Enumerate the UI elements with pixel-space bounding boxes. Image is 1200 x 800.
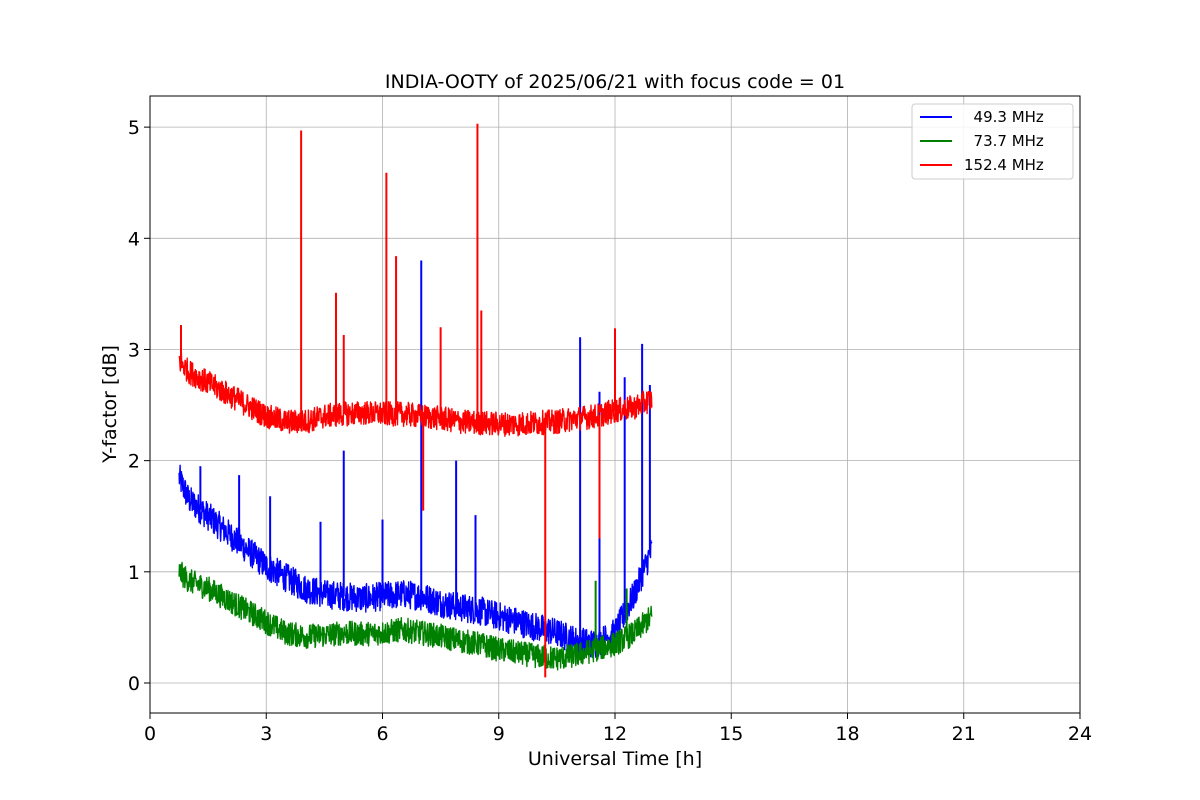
legend-label-73-7: 73.7 MHz [964, 132, 1044, 150]
y-tick-label: 0 [128, 673, 140, 695]
chart-title: INDIA-OOTY of 2025/06/21 with focus code… [385, 71, 845, 93]
legend: 49.3 MHz 73.7 MHz 152.4 MHz [911, 103, 1074, 180]
x-tick-label: 24 [1068, 723, 1092, 745]
y-tick-label: 3 [128, 339, 140, 361]
y-axis-label: Y-factor [dB] [99, 345, 121, 464]
series-layer [178, 123, 653, 678]
y-tick-label: 1 [128, 562, 140, 584]
legend-label-152-4: 152.4 MHz [964, 156, 1044, 174]
x-tick-label: 6 [376, 723, 388, 745]
y-tick-label: 4 [128, 228, 140, 250]
series-line-73-7 [178, 561, 653, 671]
x-tick-label: 21 [952, 723, 976, 745]
legend-box [911, 103, 1074, 180]
x-tick-label: 15 [719, 723, 743, 745]
x-tick-label: 3 [260, 723, 272, 745]
y-tick-label: 5 [128, 117, 140, 139]
x-tick-label: 18 [835, 723, 859, 745]
x-tick-label: 12 [603, 723, 627, 745]
x-tick-label: 9 [493, 723, 505, 745]
series-line-49-3 [178, 464, 653, 658]
legend-label-49-3: 49.3 MHz [964, 108, 1044, 126]
series-line-152-4 [178, 352, 653, 437]
y-tick-label: 2 [128, 451, 140, 473]
x-axis-label: Universal Time [h] [528, 748, 702, 770]
x-tick-label: 0 [144, 723, 156, 745]
